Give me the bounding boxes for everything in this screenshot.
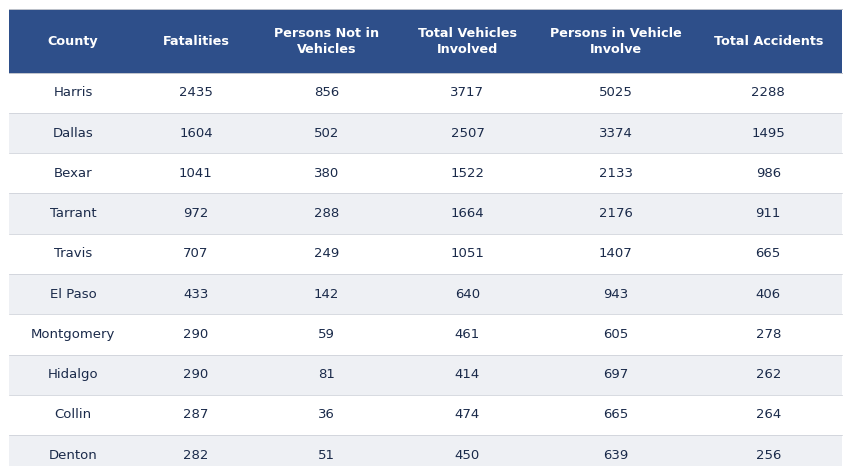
Text: 450: 450 [455, 449, 480, 462]
Bar [254, 9, 399, 73]
Text: 911: 911 [756, 207, 781, 220]
Bar [695, 9, 842, 73]
Text: 639: 639 [604, 449, 628, 462]
Text: Tarrant: Tarrant [50, 207, 96, 220]
Text: 707: 707 [184, 247, 208, 260]
Bar [8, 314, 842, 355]
Text: Fatalities: Fatalities [162, 34, 230, 48]
Bar [8, 234, 842, 274]
Text: 972: 972 [184, 207, 208, 220]
Text: 290: 290 [184, 368, 208, 381]
Text: 282: 282 [184, 449, 208, 462]
Text: 1407: 1407 [599, 247, 632, 260]
Text: 2133: 2133 [598, 167, 632, 180]
Text: 287: 287 [184, 408, 208, 421]
Text: 1664: 1664 [450, 207, 484, 220]
Text: 1041: 1041 [179, 167, 212, 180]
Text: 264: 264 [756, 408, 781, 421]
Text: Harris: Harris [54, 86, 93, 99]
Text: 262: 262 [756, 368, 781, 381]
Text: 380: 380 [314, 167, 339, 180]
Text: 502: 502 [314, 127, 339, 140]
Bar [8, 153, 842, 193]
Bar [8, 395, 842, 435]
Text: 3374: 3374 [598, 127, 632, 140]
Text: 414: 414 [455, 368, 480, 381]
Text: County: County [48, 34, 99, 48]
Text: 856: 856 [314, 86, 339, 99]
Text: 2176: 2176 [598, 207, 632, 220]
Bar [536, 9, 695, 73]
Text: 433: 433 [184, 288, 208, 301]
Text: 986: 986 [756, 167, 781, 180]
Text: 605: 605 [604, 328, 628, 341]
Text: Denton: Denton [48, 449, 98, 462]
Text: 640: 640 [455, 288, 480, 301]
Text: 1522: 1522 [450, 167, 484, 180]
Bar [8, 355, 842, 395]
Text: 461: 461 [455, 328, 480, 341]
Text: Dallas: Dallas [53, 127, 94, 140]
Text: 406: 406 [756, 288, 781, 301]
Text: 697: 697 [604, 368, 628, 381]
Text: 290: 290 [184, 328, 208, 341]
Bar [8, 193, 842, 234]
Text: 36: 36 [318, 408, 335, 421]
Text: 2288: 2288 [751, 86, 785, 99]
Bar [8, 435, 842, 466]
Text: 278: 278 [756, 328, 781, 341]
Text: 5025: 5025 [598, 86, 632, 99]
Text: Persons Not in
Vehicles: Persons Not in Vehicles [274, 27, 379, 55]
Bar [8, 113, 842, 153]
Text: 59: 59 [318, 328, 335, 341]
Text: Persons in Vehicle
Involve: Persons in Vehicle Involve [550, 27, 682, 55]
Text: Total Accidents: Total Accidents [713, 34, 823, 48]
Bar [8, 274, 842, 314]
Bar [8, 73, 842, 113]
Text: 665: 665 [756, 247, 781, 260]
Text: Hidalgo: Hidalgo [48, 368, 99, 381]
Text: Montgomery: Montgomery [31, 328, 116, 341]
Text: 474: 474 [455, 408, 480, 421]
Text: 943: 943 [604, 288, 628, 301]
Text: El Paso: El Paso [49, 288, 96, 301]
Text: 1495: 1495 [751, 127, 785, 140]
Text: 51: 51 [318, 449, 335, 462]
Text: 2435: 2435 [179, 86, 212, 99]
Text: 1604: 1604 [179, 127, 212, 140]
Text: 665: 665 [604, 408, 628, 421]
Text: 288: 288 [314, 207, 339, 220]
Text: Travis: Travis [54, 247, 92, 260]
Bar [8, 9, 138, 73]
Text: 142: 142 [314, 288, 339, 301]
Text: 256: 256 [756, 449, 781, 462]
Text: 2507: 2507 [450, 127, 484, 140]
Text: Total Vehicles
Involved: Total Vehicles Involved [418, 27, 517, 55]
Text: 249: 249 [314, 247, 339, 260]
Text: Collin: Collin [54, 408, 92, 421]
Bar [138, 9, 254, 73]
Text: 81: 81 [318, 368, 335, 381]
Text: Bexar: Bexar [54, 167, 93, 180]
Bar [399, 9, 536, 73]
Text: 3717: 3717 [450, 86, 484, 99]
Text: 1051: 1051 [450, 247, 484, 260]
